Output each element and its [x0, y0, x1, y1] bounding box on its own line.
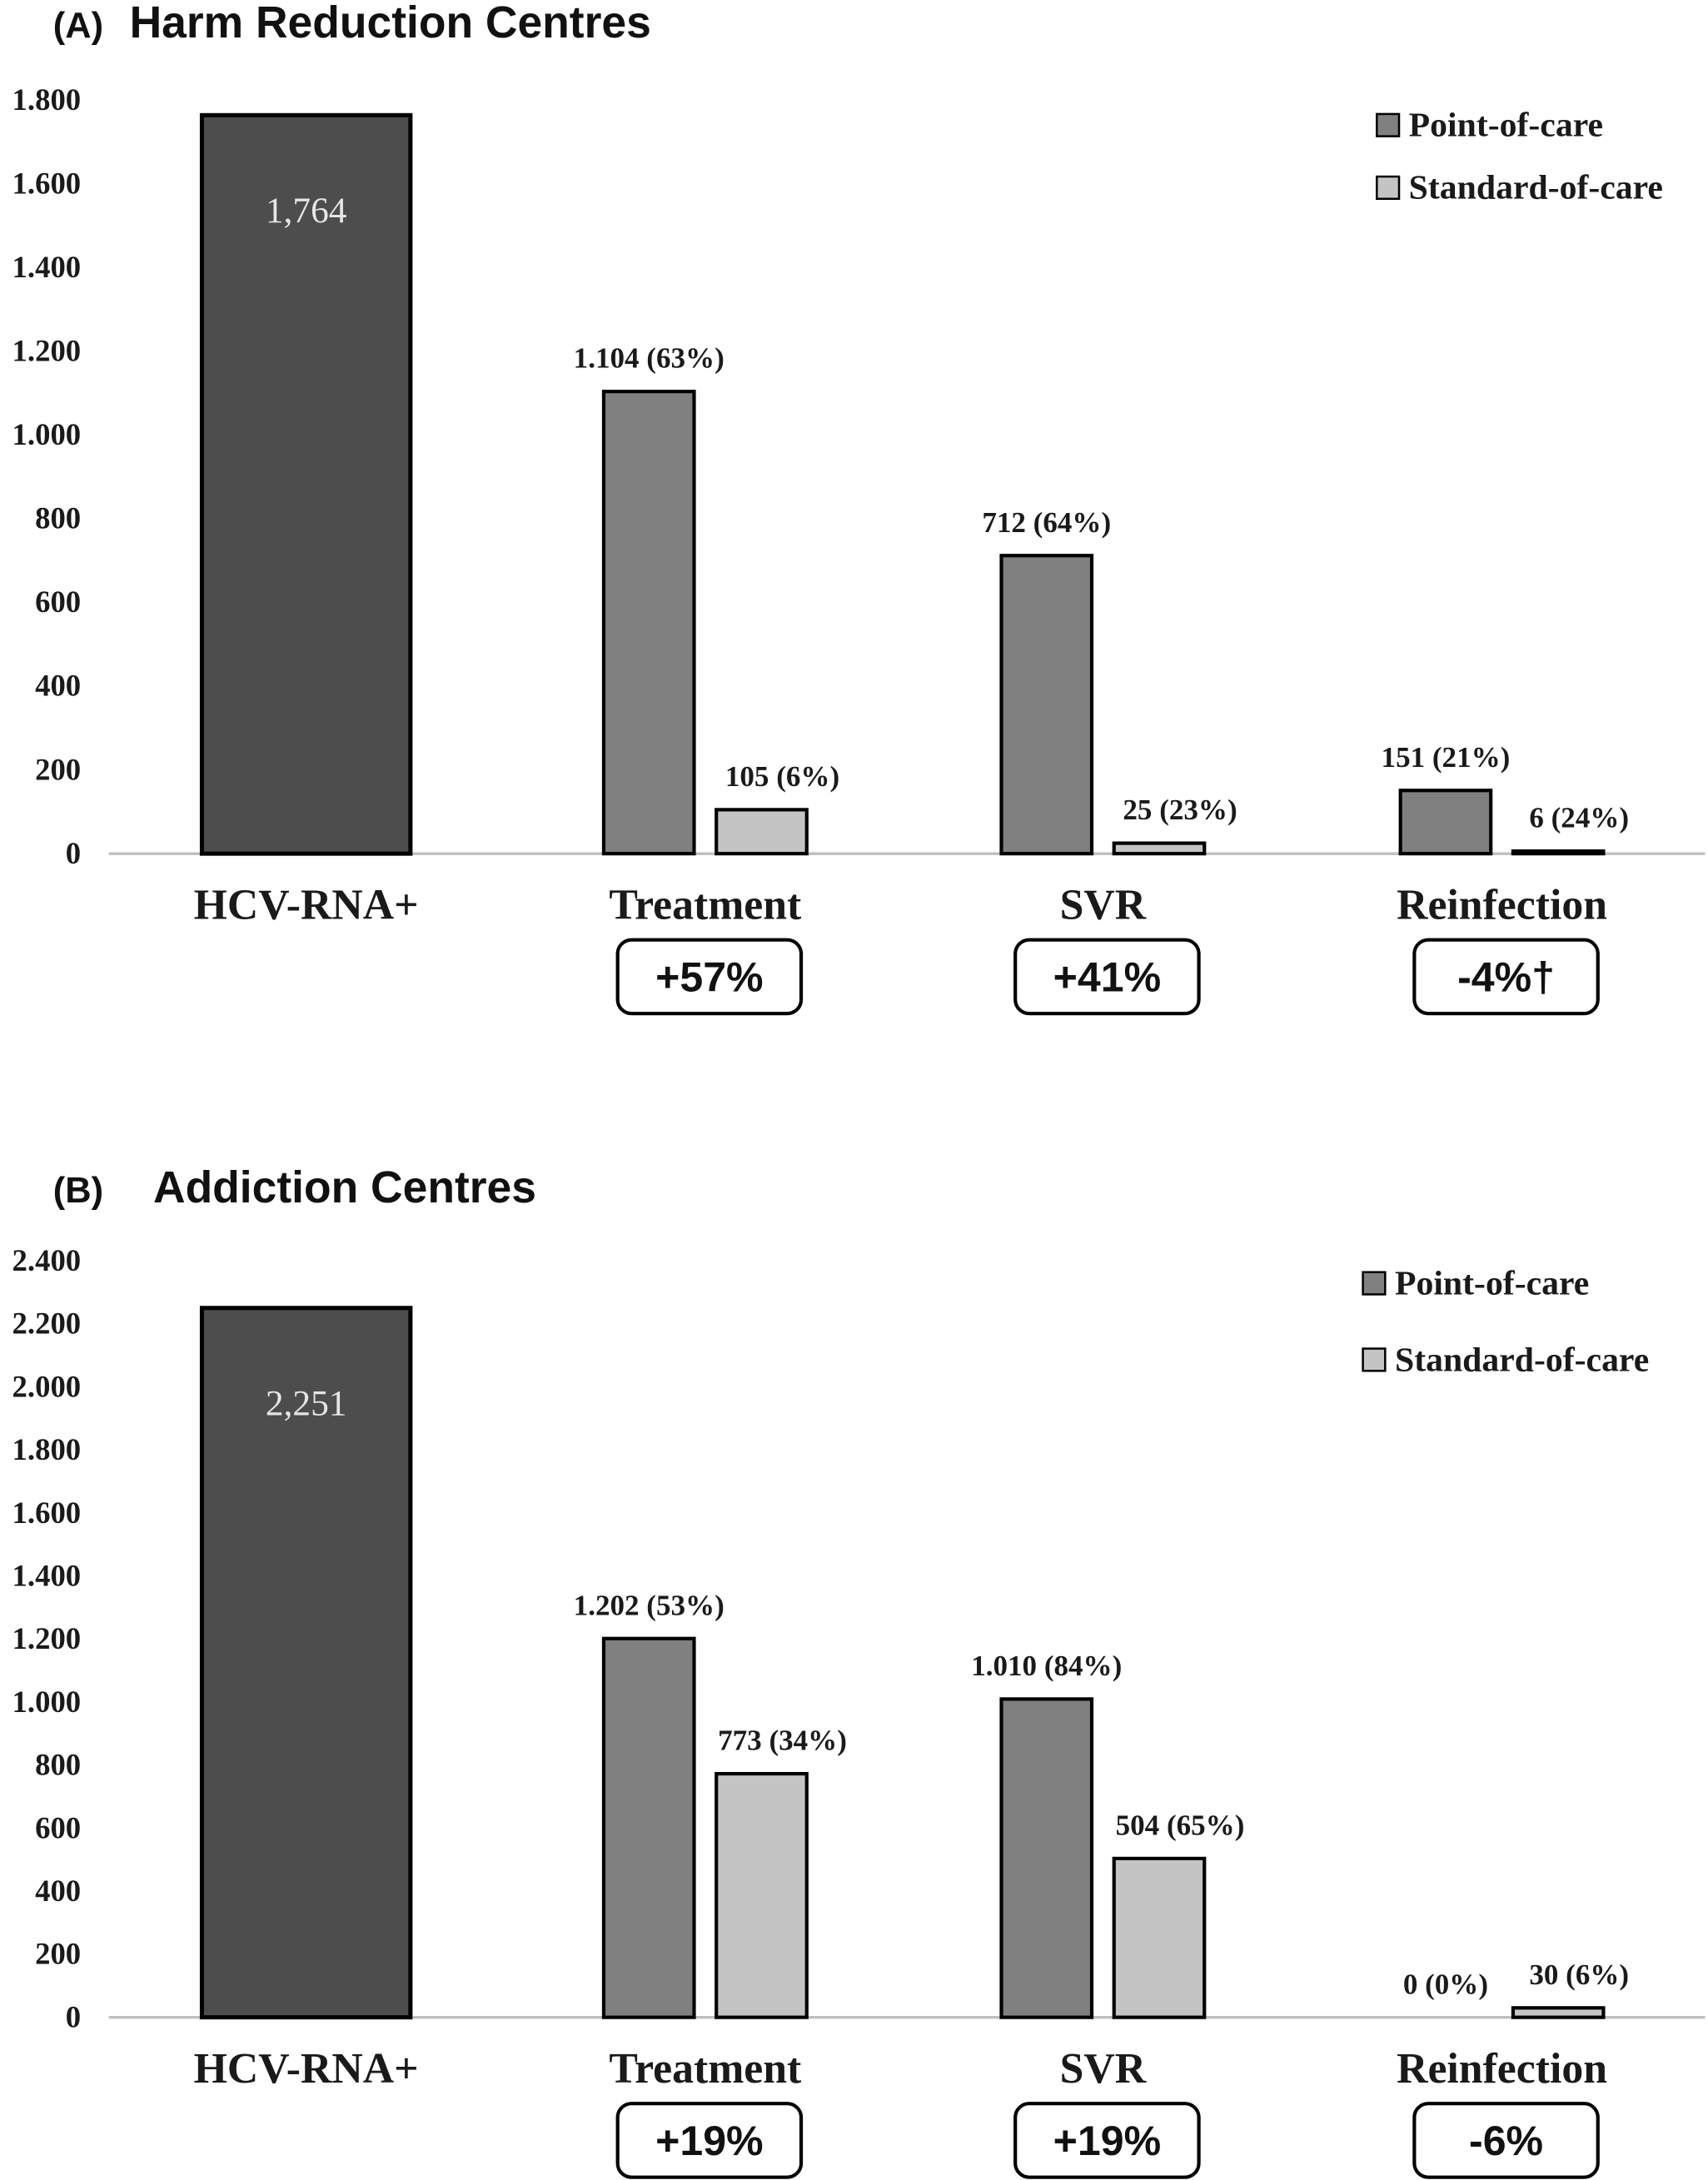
legend-swatch	[1376, 175, 1401, 201]
bar-point-of-care	[601, 390, 696, 856]
difference-box: +57%	[615, 938, 804, 1016]
category-label: SVR	[1060, 882, 1147, 929]
legend-label: Point-of-care	[1395, 1264, 1589, 1302]
data-label: 30 (6%)	[1529, 1959, 1629, 1991]
y-axis-tick-label: 800	[35, 501, 81, 535]
y-axis-tick-label: 1.400	[12, 1559, 82, 1593]
category-label: SVR	[1060, 2045, 1147, 2093]
legend-swatch	[1362, 1347, 1387, 1372]
difference-box-frame	[615, 938, 804, 1016]
y-axis-tick-label: 0	[66, 836, 81, 870]
legend-swatch	[1376, 112, 1401, 137]
y-axis-tick-label: 2.000	[12, 1369, 82, 1403]
difference-label: -6%	[1469, 2118, 1543, 2164]
difference-box: +19%	[1013, 2102, 1201, 2179]
difference-box-frame	[1412, 2102, 1600, 2179]
bar-inner-label: 1,764	[266, 191, 347, 231]
y-axis-tick-label: 0	[66, 1999, 81, 2033]
chart-title: Addiction Centres	[153, 1163, 536, 1212]
panel-label: (A)	[53, 6, 103, 46]
y-axis-tick-label: 1.200	[12, 334, 82, 368]
data-label: 0 (0%)	[1403, 1968, 1488, 2000]
difference-box: -4%†	[1412, 938, 1600, 1016]
difference-label: +19%	[655, 2118, 763, 2164]
chart-b-panel: (B) Addiction Centres 0 200 400 600 800 1.000 1.…	[12, 1163, 1706, 2179]
bar-standard-of-care	[1112, 1856, 1207, 2019]
data-label: 712 (64%)	[982, 506, 1111, 539]
legend-swatch	[1362, 1271, 1387, 1296]
difference-box: -6%	[1412, 2102, 1600, 2179]
data-label: 25 (23%)	[1123, 794, 1237, 826]
y-axis-tick-label: 1.600	[12, 166, 82, 200]
difference-label: +57%	[655, 953, 763, 1000]
bar-point-of-care	[999, 1697, 1094, 2019]
y-axis-tick-label: 1.000	[12, 1685, 82, 1719]
data-label: 1.010 (84%)	[971, 1650, 1122, 1682]
bar-point-of-care	[1398, 789, 1493, 856]
data-label: 1.202 (53%)	[574, 1589, 725, 1621]
y-axis-tick-label: 600	[35, 585, 81, 619]
difference-box-frame	[1013, 938, 1201, 1016]
legend-label: Standard-of-care	[1395, 1341, 1649, 1379]
y-axis-tick-label: 400	[35, 669, 81, 703]
bar-point-of-care	[601, 1636, 696, 2019]
y-axis-tick-label: 200	[35, 752, 81, 786]
category-label: HCV-RNA+	[194, 882, 419, 929]
y-axis-tick-label: 1.600	[12, 1496, 82, 1530]
data-label: 504 (65%)	[1116, 1809, 1245, 1842]
bar-total-hcv-rna	[199, 1306, 413, 2020]
y-axis-tick-label: 400	[35, 1874, 81, 1908]
difference-box-frame	[1412, 938, 1600, 1016]
panel-label: (B)	[53, 1171, 103, 1211]
legend: Point-of-care Standard-of-care	[1376, 107, 1663, 207]
difference-box-frame	[615, 2102, 804, 2179]
difference-box: +41%	[1013, 938, 1201, 1016]
y-axis-tick-label: 1.400	[12, 250, 82, 284]
data-label: 6 (24%)	[1529, 802, 1629, 834]
data-label: 773 (34%)	[718, 1725, 847, 1757]
legend-label: Point-of-care	[1409, 107, 1603, 145]
y-axis-tick-label: 200	[35, 1937, 81, 1971]
data-label: 1.104 (63%)	[574, 342, 725, 375]
chart-title: Harm Reduction Centres	[130, 0, 651, 47]
category-label: Reinfection	[1397, 882, 1607, 929]
category-label: Reinfection	[1397, 2045, 1607, 2093]
y-axis-tick-label: 1.000	[12, 417, 82, 451]
category-label: Treatment	[609, 2045, 801, 2093]
bar-inner-label: 2,251	[266, 1383, 347, 1423]
difference-box: +19%	[615, 2102, 804, 2179]
legend-label: Standard-of-care	[1409, 169, 1663, 207]
difference-label: +41%	[1053, 953, 1161, 1000]
data-label: 105 (6%)	[725, 760, 839, 793]
bar-standard-of-care	[715, 1772, 809, 2019]
data-label: 151 (21%)	[1382, 741, 1511, 774]
y-axis-tick-label: 600	[35, 1810, 81, 1844]
legend: Point-of-care Standard-of-care	[1362, 1264, 1649, 1379]
y-axis-tick-label: 2.400	[12, 1243, 82, 1277]
bar-total-hcv-rna	[199, 112, 413, 856]
y-axis-tick-label: 800	[35, 1748, 81, 1782]
difference-label: -4%†	[1457, 953, 1555, 1000]
bar-standard-of-care	[715, 808, 809, 856]
y-axis-tick-label: 1.800	[12, 1432, 82, 1466]
y-axis-tick-label: 1.200	[12, 1621, 82, 1655]
y-axis-tick-label: 1.800	[12, 82, 82, 117]
difference-box-frame	[1013, 2102, 1201, 2179]
bar-point-of-care	[999, 554, 1094, 856]
y-axis-tick-label: 2.200	[12, 1307, 82, 1341]
category-label: Treatment	[609, 882, 801, 929]
bar-standard-of-care	[1511, 2006, 1606, 2019]
chart-a-panel: (A) Harm Reduction Centres 0 200 400 600 800 1.…	[12, 0, 1706, 1016]
category-label: HCV-RNA+	[194, 2045, 419, 2093]
difference-label: +19%	[1053, 2118, 1161, 2164]
bar-standard-of-care	[1112, 841, 1207, 856]
bar-standard-of-care	[1511, 849, 1606, 856]
